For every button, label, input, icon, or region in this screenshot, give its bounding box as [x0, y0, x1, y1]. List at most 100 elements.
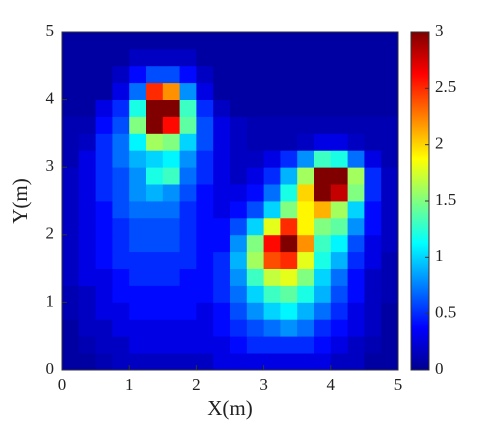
- heatmap-cell: [78, 217, 96, 236]
- heatmap-cell: [246, 336, 264, 354]
- x-axis-label: X(m): [207, 396, 253, 420]
- heatmap-cell: [230, 65, 248, 84]
- heatmap-cell: [364, 99, 382, 117]
- heatmap-cell: [314, 268, 332, 286]
- heatmap-cell: [263, 302, 281, 320]
- heatmap-cell: [162, 184, 180, 202]
- heatmap-cell: [381, 82, 399, 100]
- heatmap-cell: [78, 32, 96, 50]
- heatmap-cell: [381, 251, 399, 269]
- heatmap-cell: [364, 65, 382, 84]
- x-tick-label: 2: [192, 375, 201, 394]
- heatmap-cell: [330, 116, 348, 134]
- heatmap-cell: [62, 99, 80, 117]
- heatmap-cell: [246, 167, 264, 185]
- heatmap-cell: [179, 234, 197, 253]
- heatmap-cell: [112, 167, 130, 185]
- heatmap-cell: [179, 48, 197, 67]
- heatmap-cell: [146, 32, 164, 50]
- heatmap-cell: [263, 65, 281, 84]
- heatmap-cell: [280, 336, 298, 354]
- heatmap-cell: [381, 32, 399, 50]
- heatmap-cell: [95, 268, 113, 286]
- heatmap-cell: [314, 353, 332, 371]
- heatmap-cell: [330, 285, 348, 303]
- heatmap-cell: [179, 353, 197, 371]
- heatmap-cell: [129, 116, 147, 134]
- heatmap-cell: [263, 217, 281, 236]
- heatmap-cell: [146, 285, 164, 303]
- heatmap-cell: [263, 234, 281, 253]
- heatmap-cell: [78, 234, 96, 253]
- heatmap-cell: [347, 353, 365, 371]
- heatmap-cell: [314, 201, 332, 219]
- heatmap-cell: [297, 32, 315, 50]
- heatmap-cell: [314, 65, 332, 84]
- heatmap-cell: [297, 251, 315, 269]
- heatmap-cell: [246, 116, 264, 134]
- heatmap-cell: [297, 65, 315, 84]
- heatmap-cell: [162, 319, 180, 337]
- heatmap-cell: [62, 82, 80, 100]
- heatmap-cell: [129, 82, 147, 100]
- heatmap-cell: [280, 167, 298, 185]
- heatmap-cell: [179, 251, 197, 269]
- heatmap-cell: [347, 65, 365, 84]
- heatmap-cell: [78, 116, 96, 134]
- heatmap-cell: [179, 167, 197, 185]
- heatmap-cell: [162, 32, 180, 50]
- heatmap-cell: [263, 201, 281, 219]
- heatmap-cell: [129, 99, 147, 117]
- heatmap-cell: [196, 217, 214, 236]
- heatmap-cell: [297, 336, 315, 354]
- heatmap-cell: [112, 116, 130, 134]
- heatmap-cell: [297, 99, 315, 117]
- heatmap-cell: [95, 150, 113, 168]
- heatmap-cell: [112, 319, 130, 337]
- heatmap-cell: [330, 234, 348, 253]
- heatmap-cell: [162, 234, 180, 253]
- heatmap-cell: [146, 201, 164, 219]
- heatmap-cell: [314, 217, 332, 236]
- heatmap-cell: [280, 150, 298, 168]
- heatmap-cell: [95, 133, 113, 151]
- heatmap-cell: [78, 184, 96, 202]
- heatmap-cell: [179, 32, 197, 50]
- heatmap-cell: [246, 48, 264, 67]
- heatmap-cell: [162, 251, 180, 269]
- colorbar-tick-label: 1.5: [435, 190, 456, 209]
- heatmap-cell: [196, 268, 214, 286]
- heatmap-cell: [179, 217, 197, 236]
- heatmap-cell: [179, 65, 197, 84]
- heatmap-cell: [230, 268, 248, 286]
- heatmap-cell: [230, 184, 248, 202]
- y-tick-label: 0: [46, 359, 55, 378]
- heatmap-cell: [129, 48, 147, 67]
- heatmap-cell: [364, 184, 382, 202]
- heatmap-cell: [95, 48, 113, 67]
- heatmap-cell: [280, 65, 298, 84]
- heatmap-cell: [280, 99, 298, 117]
- heatmap-cell: [62, 48, 80, 67]
- heatmap-cell: [280, 184, 298, 202]
- heatmap-cell: [347, 116, 365, 134]
- heatmap-cell: [62, 150, 80, 168]
- heatmap-cell: [78, 99, 96, 117]
- heatmap-cell: [196, 285, 214, 303]
- heatmap-cell: [196, 32, 214, 50]
- heatmap-cell: [146, 116, 164, 134]
- heatmap-cell: [95, 319, 113, 337]
- heatmap-cell: [112, 285, 130, 303]
- heatmap-cell: [280, 82, 298, 100]
- heatmap-cell: [381, 319, 399, 337]
- heatmap-cell: [95, 32, 113, 50]
- heatmap-cell: [129, 234, 147, 253]
- heatmap-cell: [162, 82, 180, 100]
- colorbar-tick-label: 1: [435, 246, 444, 265]
- heatmap-cell: [95, 336, 113, 354]
- heatmap-cell: [246, 99, 264, 117]
- heatmap-cell: [129, 217, 147, 236]
- heatmap-cell: [95, 201, 113, 219]
- heatmap-cell: [297, 234, 315, 253]
